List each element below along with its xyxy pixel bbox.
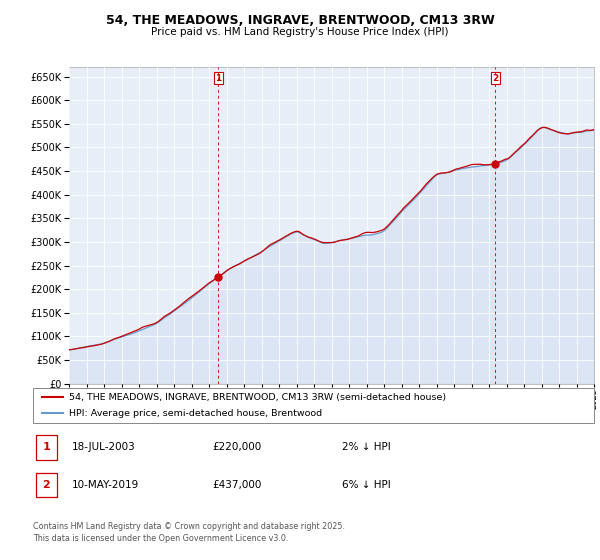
Text: 6% ↓ HPI: 6% ↓ HPI — [341, 480, 391, 490]
FancyBboxPatch shape — [36, 473, 57, 497]
Text: 18-JUL-2003: 18-JUL-2003 — [72, 442, 136, 452]
FancyBboxPatch shape — [33, 388, 594, 423]
Text: £437,000: £437,000 — [212, 480, 262, 490]
Text: Price paid vs. HM Land Registry's House Price Index (HPI): Price paid vs. HM Land Registry's House … — [151, 27, 449, 37]
Text: HPI: Average price, semi-detached house, Brentwood: HPI: Average price, semi-detached house,… — [70, 409, 323, 418]
Text: 2: 2 — [492, 74, 499, 83]
Text: Contains HM Land Registry data © Crown copyright and database right 2025.
This d: Contains HM Land Registry data © Crown c… — [33, 522, 345, 543]
Text: 2% ↓ HPI: 2% ↓ HPI — [341, 442, 391, 452]
Text: 54, THE MEADOWS, INGRAVE, BRENTWOOD, CM13 3RW: 54, THE MEADOWS, INGRAVE, BRENTWOOD, CM1… — [106, 14, 494, 27]
FancyBboxPatch shape — [36, 435, 57, 460]
Text: 10-MAY-2019: 10-MAY-2019 — [72, 480, 140, 490]
Text: 1: 1 — [215, 74, 221, 83]
Text: £220,000: £220,000 — [212, 442, 262, 452]
Text: 54, THE MEADOWS, INGRAVE, BRENTWOOD, CM13 3RW (semi-detached house): 54, THE MEADOWS, INGRAVE, BRENTWOOD, CM1… — [70, 393, 446, 402]
Text: 1: 1 — [43, 442, 50, 452]
Text: 2: 2 — [43, 480, 50, 490]
